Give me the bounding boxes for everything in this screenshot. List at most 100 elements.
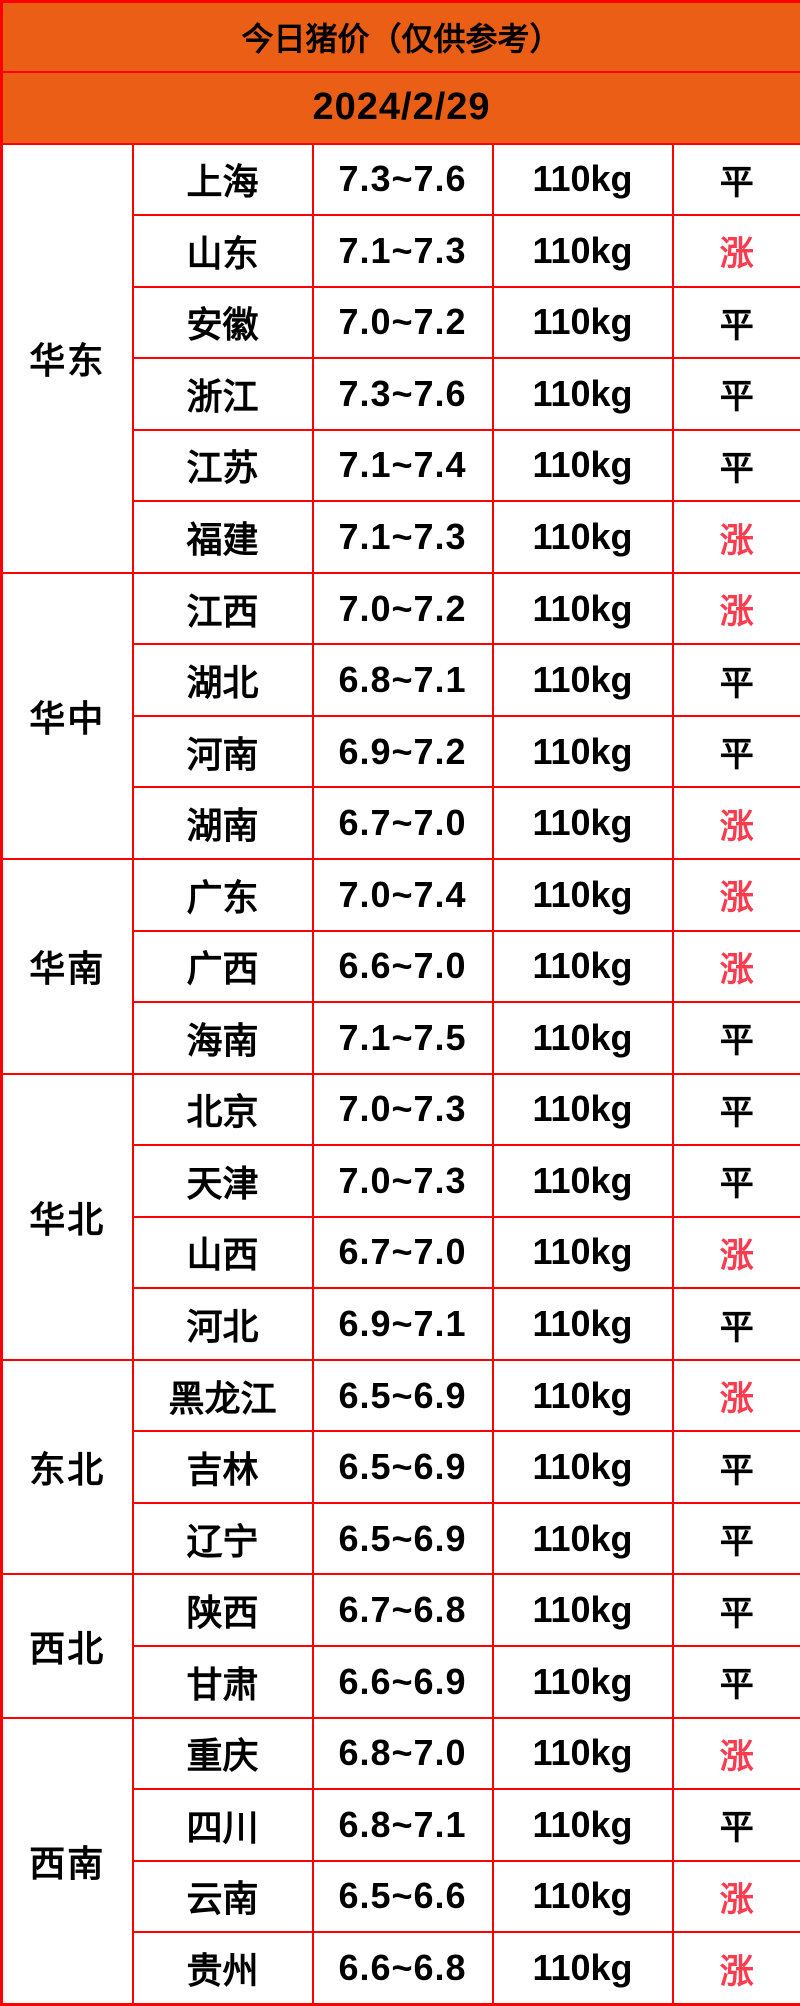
- price-cell: 6.5~6.9: [311, 1430, 494, 1504]
- table-row: 华北 北京 7.0~7.3 110kg 平: [0, 1072, 800, 1361]
- province-cell: 广东: [131, 857, 314, 932]
- table-row: 华东 上海 7.3~7.6 110kg 平: [0, 142, 800, 574]
- price-cell: 7.0~7.3: [311, 1144, 494, 1218]
- province-cell: 甘肃: [131, 1644, 314, 1719]
- province-cell: 陕西: [131, 1573, 314, 1647]
- trend-cell: 平: [671, 643, 800, 717]
- province-cell: 湖南: [131, 786, 314, 860]
- weight-cell: 110kg: [491, 714, 674, 789]
- table-row: 辽宁 6.5~6.9 110kg 平: [2, 1501, 800, 1576]
- price-cell: 7.0~7.3: [311, 1072, 494, 1147]
- province-cell: 重庆: [131, 1716, 314, 1791]
- table-row: 吉林 6.5~6.9 110kg 平: [2, 1430, 800, 1504]
- region-cell: 华中: [0, 571, 134, 860]
- trend-cell: 平: [671, 714, 800, 789]
- price-cell: 6.5~6.9: [311, 1501, 494, 1576]
- region-cell: 东北: [0, 1358, 134, 1576]
- table-row: 江苏 7.1~7.4 110kg 平: [2, 428, 800, 503]
- weight-cell: 110kg: [491, 1072, 674, 1147]
- table-row: 天津 7.0~7.3 110kg 平: [2, 1144, 800, 1218]
- table-row: 福建 7.1~7.3 110kg 涨: [2, 500, 800, 574]
- weight-cell: 110kg: [491, 1501, 674, 1576]
- trend-cell: 涨: [671, 571, 800, 646]
- price-cell: 6.8~7.1: [311, 1788, 494, 1862]
- trend-cell: 涨: [671, 929, 800, 1004]
- weight-cell: 110kg: [491, 1358, 674, 1433]
- trend-cell: 涨: [671, 1859, 800, 1934]
- table-row: 海南 7.1~7.5 110kg 平: [2, 1001, 800, 1075]
- trend-cell: 涨: [671, 1716, 800, 1791]
- weight-cell: 110kg: [491, 1001, 674, 1075]
- weight-cell: 110kg: [491, 1859, 674, 1934]
- table-row: 东北 黑龙江 6.5~6.9 110kg 涨: [0, 1358, 800, 1576]
- region-cell: 西北: [0, 1573, 134, 1719]
- province-cell: 河南: [131, 714, 314, 789]
- province-cell: 贵州: [131, 1931, 314, 2006]
- trend-cell: 平: [671, 1072, 800, 1147]
- weight-cell: 110kg: [491, 1430, 674, 1504]
- weight-cell: 110kg: [491, 929, 674, 1004]
- price-cell: 7.3~7.6: [311, 142, 494, 217]
- price-cell: 7.1~7.3: [311, 214, 494, 288]
- province-cell: 海南: [131, 1001, 314, 1075]
- weight-cell: 110kg: [491, 285, 674, 360]
- title-row: 今日猪价（仅供参考）: [0, 0, 800, 73]
- trend-cell: 平: [671, 1788, 800, 1862]
- table-row: 山东 7.1~7.3 110kg 涨: [2, 214, 800, 288]
- weight-cell: 110kg: [491, 357, 674, 431]
- province-cell: 上海: [131, 142, 314, 217]
- province-cell: 天津: [131, 1144, 314, 1218]
- price-cell: 7.0~7.2: [311, 285, 494, 360]
- province-cell: 山西: [131, 1215, 314, 1290]
- region-cell: 西南: [0, 1716, 134, 2006]
- weight-cell: 110kg: [491, 1573, 674, 1647]
- price-cell: 7.1~7.5: [311, 1001, 494, 1075]
- trend-cell: 平: [671, 1573, 800, 1647]
- trend-cell: 涨: [671, 786, 800, 860]
- price-cell: 6.7~7.0: [311, 1215, 494, 1290]
- price-cell: 6.6~6.8: [311, 1931, 494, 2006]
- weight-cell: 110kg: [491, 142, 674, 217]
- region-cell: 华东: [0, 142, 134, 574]
- price-cell: 6.7~6.8: [311, 1573, 494, 1647]
- table-row: 山西 6.7~7.0 110kg 涨: [2, 1215, 800, 1290]
- price-cell: 6.6~6.9: [311, 1644, 494, 1719]
- table-row: 华中 江西 7.0~7.2 110kg 涨: [0, 571, 800, 860]
- price-cell: 7.0~7.2: [311, 571, 494, 646]
- table-row: 甘肃 6.6~6.9 110kg 平: [2, 1644, 800, 1719]
- weight-cell: 110kg: [491, 643, 674, 717]
- region-cell: 华北: [0, 1072, 134, 1361]
- trend-cell: 平: [671, 1001, 800, 1075]
- page-title: 今日猪价（仅供参考）: [0, 0, 800, 73]
- trend-cell: 涨: [671, 857, 800, 932]
- weight-cell: 110kg: [491, 1287, 674, 1361]
- weight-cell: 110kg: [491, 571, 674, 646]
- trend-cell: 涨: [671, 1931, 800, 2006]
- weight-cell: 110kg: [491, 214, 674, 288]
- table-row: 贵州 6.6~6.8 110kg 涨: [2, 1931, 800, 2006]
- table-row: 云南 6.5~6.6 110kg 涨: [2, 1859, 800, 1934]
- table-row: 湖北 6.8~7.1 110kg 平: [2, 643, 800, 717]
- region-cell: 华南: [0, 857, 134, 1075]
- province-cell: 江苏: [131, 428, 314, 503]
- weight-cell: 110kg: [491, 1215, 674, 1290]
- table-row: 华南 广东 7.0~7.4 110kg 涨: [0, 857, 800, 1075]
- table-row: 西北 陕西 6.7~6.8 110kg 平: [0, 1573, 800, 1719]
- province-cell: 广西: [131, 929, 314, 1004]
- province-cell: 黑龙江: [131, 1358, 314, 1433]
- province-cell: 湖北: [131, 643, 314, 717]
- price-cell: 6.5~6.9: [311, 1358, 494, 1433]
- table-row: 广西 6.6~7.0 110kg 涨: [2, 929, 800, 1004]
- trend-cell: 平: [671, 1287, 800, 1361]
- price-cell: 6.6~7.0: [311, 929, 494, 1004]
- price-cell: 6.8~7.1: [311, 643, 494, 717]
- weight-cell: 110kg: [491, 857, 674, 932]
- price-cell: 6.9~7.2: [311, 714, 494, 789]
- weight-cell: 110kg: [491, 428, 674, 503]
- weight-cell: 110kg: [491, 1644, 674, 1719]
- province-cell: 江西: [131, 571, 314, 646]
- weight-cell: 110kg: [491, 500, 674, 574]
- date-row: 2024/2/29: [0, 70, 800, 145]
- weight-cell: 110kg: [491, 786, 674, 860]
